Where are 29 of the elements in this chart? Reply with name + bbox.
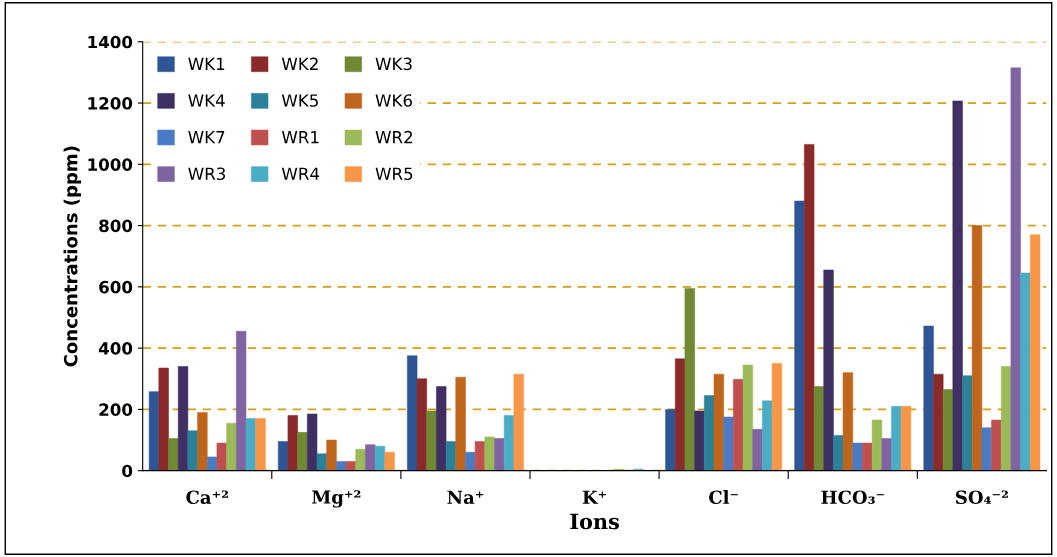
x-tick-label: Ca⁺² [186, 490, 228, 505]
x-tick-label: Mg⁺² [312, 490, 361, 508]
y-tick-label: 1200 [88, 97, 133, 110]
legend-label: WR2 [375, 130, 413, 144]
legend-label: WK2 [281, 57, 318, 70]
y-tick-label: 800 [99, 219, 133, 233]
legend-label: WR5 [375, 167, 413, 181]
y-tick-label: 400 [98, 342, 133, 355]
y-axis-title: Concentrations (ppm) [63, 146, 82, 367]
y-tick-label: 600 [99, 280, 133, 294]
y-tick-label: 1000 [88, 158, 133, 171]
y-tick-label: 1400 [88, 35, 133, 49]
legend-label: WK6 [375, 94, 412, 107]
x-tick-label: K⁺ [582, 490, 606, 504]
legend-label: WK3 [375, 57, 412, 71]
legend-label: WR3 [188, 167, 226, 181]
legend-label: WR1 [281, 131, 319, 144]
y-tick-label: 200 [99, 403, 133, 416]
x-tick-label: SO₄⁻² [956, 490, 1008, 505]
legend-label: WR4 [281, 167, 320, 180]
x-tick-label: Na⁺ [447, 490, 484, 505]
y-tick-label: 0 [122, 464, 133, 478]
legend-label: WK5 [281, 94, 318, 107]
x-tick-label: Cl⁻ [709, 490, 738, 505]
legend-label: WK4 [188, 94, 225, 107]
legend-label: WK7 [188, 131, 225, 144]
legend-label: WK1 [188, 57, 225, 70]
x-tick-label: HCO₃⁻ [821, 490, 884, 505]
x-axis-title: Ions [570, 513, 619, 530]
